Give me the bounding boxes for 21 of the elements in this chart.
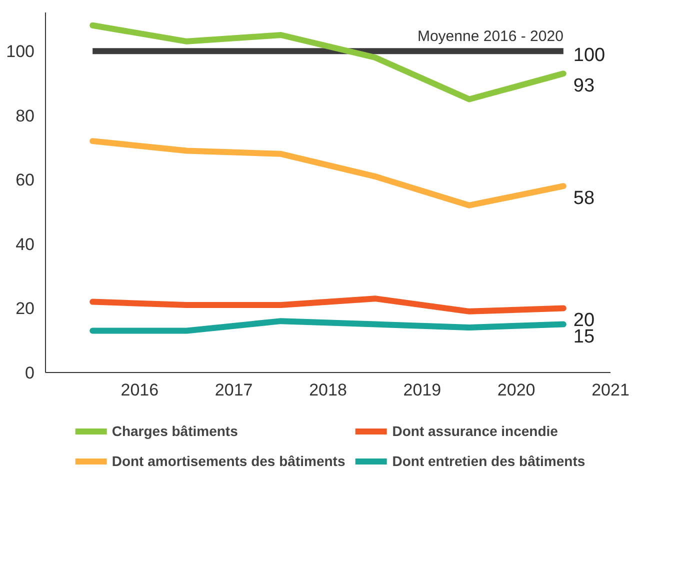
y-tick-label: 60 xyxy=(16,170,35,190)
data-label: 93 xyxy=(573,76,595,97)
x-tick-label: 2017 xyxy=(214,380,253,400)
ref-line-label: Moyenne 2016 - 2020 xyxy=(417,28,564,46)
data-label: 15 xyxy=(573,326,595,348)
x-tick-label: 2016 xyxy=(120,380,159,400)
x-tick-label: 2018 xyxy=(309,380,347,400)
y-tick-label: 40 xyxy=(16,234,35,254)
legend-label: Charges bâtiments xyxy=(112,422,238,438)
y-tick-label: 100 xyxy=(6,42,35,62)
x-tick-label: 2021 xyxy=(592,380,630,400)
y-tick-label: 80 xyxy=(16,106,35,126)
legend-label: Dont amortisements des bâtiments xyxy=(112,452,346,468)
x-tick-label: 2019 xyxy=(403,380,442,400)
y-tick-label: 20 xyxy=(16,299,35,318)
data-label: 58 xyxy=(573,188,595,210)
y-tick-label: 0 xyxy=(25,364,35,382)
legend-label: Dont entretien des bâtiments xyxy=(392,452,586,468)
annotation: 100 xyxy=(573,45,606,66)
legend-label: Dont assurance incendie xyxy=(392,422,558,438)
x-tick-label: 2020 xyxy=(497,380,536,400)
